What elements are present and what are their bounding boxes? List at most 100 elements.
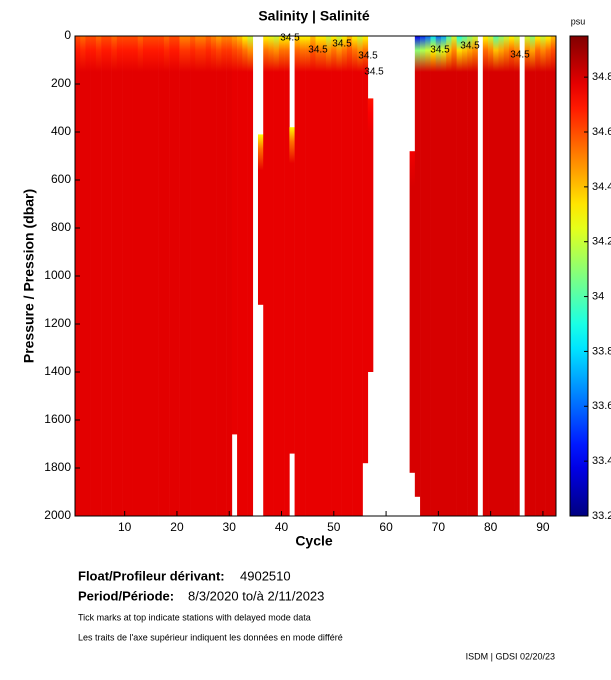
- profile-column: [132, 36, 139, 516]
- profile-column: [169, 36, 175, 516]
- float-id: 4902510: [240, 568, 291, 583]
- profile-column: [409, 151, 416, 473]
- profile-column: [305, 36, 311, 516]
- x-axis-label: Cycle: [295, 533, 333, 549]
- x-tick-label: 70: [432, 520, 446, 534]
- colorbar-tick-label: 34.2: [592, 236, 611, 248]
- profile-column: [535, 36, 541, 516]
- profile-column: [106, 36, 112, 516]
- profile-column: [148, 36, 154, 516]
- profile-column: [367, 98, 374, 373]
- profile-column: [101, 36, 107, 516]
- profile-column: [315, 36, 322, 516]
- colorbar-tick-label: 33.8: [592, 345, 611, 357]
- profile-column: [231, 36, 238, 435]
- profile-column: [284, 36, 290, 516]
- profile-column: [111, 36, 118, 516]
- profile-column: [461, 36, 468, 516]
- y-tick-label: 1200: [44, 316, 71, 330]
- profile-column: [205, 36, 212, 516]
- profile-column: [446, 36, 452, 516]
- colorbar-tick-label: 33.6: [592, 400, 611, 412]
- profile-column: [190, 36, 196, 516]
- profile-column: [221, 36, 227, 516]
- profile-column: [142, 36, 149, 516]
- colorbar-tick-label: 34.4: [592, 181, 611, 193]
- profile-column: [310, 36, 316, 516]
- float-label: Float/Profileur dérivant:: [78, 568, 225, 583]
- profile-column: [320, 36, 327, 516]
- profile-column: [508, 36, 515, 516]
- x-tick-label: 10: [118, 520, 132, 534]
- contour-label: 34.5: [280, 33, 300, 44]
- note-fr: Les traits de l'axe supérieur indiquent …: [78, 632, 343, 642]
- contour-label: 34.5: [460, 41, 480, 52]
- profile-column: [242, 36, 248, 516]
- profile-column: [179, 36, 186, 516]
- profile-column: [357, 36, 363, 516]
- profile-column: [325, 36, 332, 516]
- colorbar-tick-label: 34: [592, 290, 604, 302]
- profile-column: [440, 36, 447, 516]
- x-tick-label: 60: [379, 520, 393, 534]
- y-tick-label: 400: [51, 124, 71, 138]
- colorbar-tick-label: 33.2: [592, 510, 611, 522]
- y-tick-label: 1000: [44, 268, 71, 282]
- profile-column: [540, 36, 546, 516]
- profile-column: [226, 36, 233, 516]
- y-axis-label: Pressure / Pression (dbar): [21, 189, 37, 363]
- profile-column: [467, 36, 473, 516]
- profile-column: [210, 36, 217, 516]
- profile-column: [289, 127, 295, 454]
- profile-column: [237, 36, 243, 516]
- profile-column: [263, 36, 269, 516]
- profile-column: [498, 36, 505, 516]
- profile-column: [352, 36, 358, 516]
- y-tick-label: 600: [51, 172, 71, 186]
- profile-column: [257, 134, 264, 305]
- profile-column: [273, 36, 280, 516]
- profile-column: [451, 36, 457, 516]
- profile-column: [341, 36, 348, 516]
- period-label: Period/Période:: [78, 588, 174, 603]
- profile-column: [545, 36, 552, 516]
- profile-column: [414, 36, 421, 497]
- profile-column: [216, 36, 222, 516]
- colorbar-tick-label: 33.4: [592, 455, 611, 467]
- contour-label: 34.5: [332, 39, 352, 50]
- colorbar: [569, 35, 589, 517]
- profile-column: [425, 36, 431, 516]
- contour-label: 34.5: [430, 45, 450, 56]
- profile-column: [90, 36, 97, 516]
- profile-column: [514, 36, 520, 516]
- y-tick-label: 1800: [44, 460, 71, 474]
- colorbar-label: psu: [571, 16, 586, 26]
- y-tick-label: 1600: [44, 412, 71, 426]
- profile-column: [299, 36, 306, 516]
- x-tick-label: 80: [484, 520, 498, 534]
- x-tick-label: 50: [327, 520, 341, 534]
- profile-column: [174, 36, 180, 516]
- note-en: Tick marks at top indicate stations with…: [78, 612, 311, 622]
- profile-column: [184, 36, 191, 516]
- period: 8/3/2020 to/à 2/11/2023: [188, 588, 324, 603]
- x-tick-label: 90: [536, 520, 550, 534]
- profile-column: [158, 36, 165, 516]
- y-tick-label: 0: [64, 28, 71, 42]
- profile-column: [336, 36, 342, 516]
- y-tick-label: 200: [51, 76, 71, 90]
- profile-column: [153, 36, 159, 516]
- profile-column: [456, 36, 463, 516]
- y-tick-label: 800: [51, 220, 71, 234]
- contour-label: 34.5: [358, 51, 378, 62]
- x-tick-label: 20: [170, 520, 184, 534]
- x-tick-label: 40: [275, 520, 289, 534]
- profile-column: [420, 36, 426, 516]
- profile-column: [122, 36, 128, 516]
- profile-column: [472, 36, 478, 516]
- profile-column: [346, 36, 353, 516]
- x-tick-label: 30: [223, 520, 237, 534]
- profile-column: [503, 36, 510, 516]
- profile-column: [116, 36, 123, 516]
